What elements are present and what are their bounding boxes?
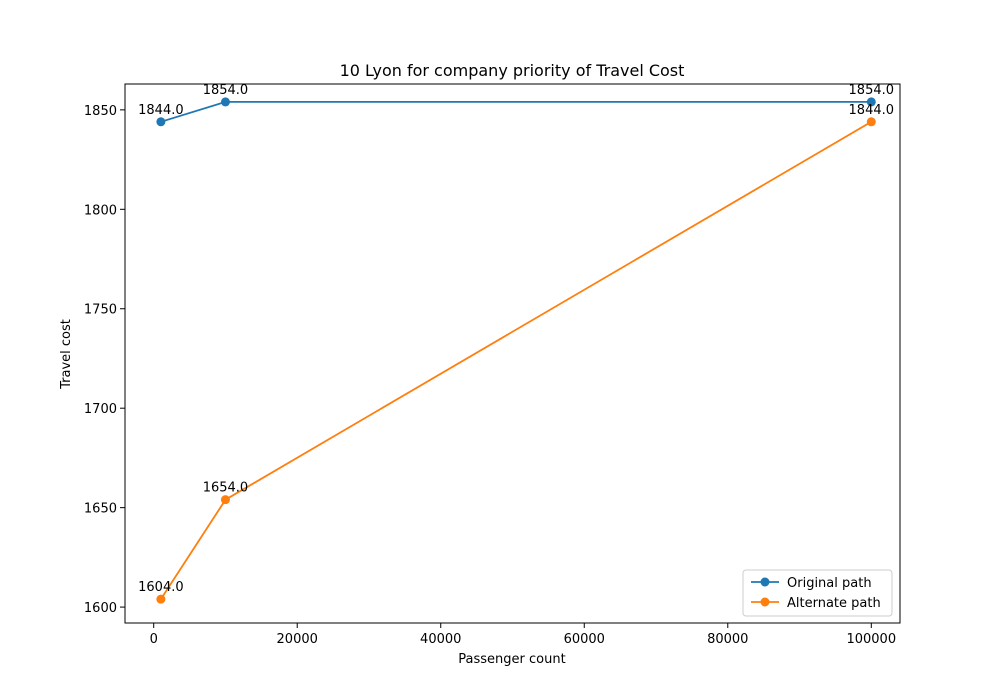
series-original-path: 1844.0 1854.0 1854.0 xyxy=(138,83,895,127)
x-tick-label: 0 xyxy=(150,632,158,647)
data-label: 1654.0 xyxy=(203,481,249,496)
data-point xyxy=(156,117,166,127)
data-label: 1844.0 xyxy=(849,103,895,118)
series-line-original-path xyxy=(160,101,872,123)
legend-marker xyxy=(760,597,770,607)
plot-area xyxy=(124,83,901,624)
data-point xyxy=(866,117,876,127)
y-tick-label: 1800 xyxy=(84,203,117,218)
legend-label: Alternate path xyxy=(787,596,881,611)
y-axis: 1600 1650 1700 1750 1800 1850 xyxy=(84,104,125,616)
chart-title: 10 Lyon for company priority of Travel C… xyxy=(340,61,685,80)
x-axis: 0 20000 40000 60000 80000 100000 xyxy=(150,623,896,647)
y-axis-label: Travel cost xyxy=(59,319,74,390)
x-tick-label: 20000 xyxy=(277,632,318,647)
data-label: 1854.0 xyxy=(203,83,249,98)
legend-marker xyxy=(760,577,770,587)
legend-label: Original path xyxy=(787,576,872,591)
y-tick-label: 1850 xyxy=(84,104,117,119)
y-tick-label: 1650 xyxy=(84,502,117,517)
data-label: 1844.0 xyxy=(138,103,184,118)
series-alternate-path: 1604.0 1654.0 1844.0 xyxy=(138,103,894,604)
legend: Original path Alternate path xyxy=(742,569,893,617)
data-point xyxy=(156,594,166,604)
data-label: 1854.0 xyxy=(849,83,895,98)
x-tick-label: 100000 xyxy=(846,632,896,647)
x-tick-label: 60000 xyxy=(564,632,605,647)
x-tick-label: 40000 xyxy=(420,632,461,647)
x-tick-label: 80000 xyxy=(707,632,748,647)
y-tick-label: 1600 xyxy=(84,601,117,616)
series-line-alternate-path xyxy=(160,121,872,600)
series-layer: 1844.0 1854.0 1854.0 1604.0 1654.0 1844.0 xyxy=(138,83,894,604)
data-point xyxy=(220,97,230,107)
data-point xyxy=(220,495,230,505)
x-axis-label: Passenger count xyxy=(458,652,565,667)
legend-box xyxy=(742,569,893,617)
y-tick-label: 1750 xyxy=(84,303,117,318)
data-label: 1604.0 xyxy=(138,580,184,595)
y-tick-label: 1700 xyxy=(84,402,117,417)
data-point xyxy=(866,97,876,107)
legend-entry: Original path xyxy=(751,576,872,591)
legend-entry: Alternate path xyxy=(751,596,881,611)
